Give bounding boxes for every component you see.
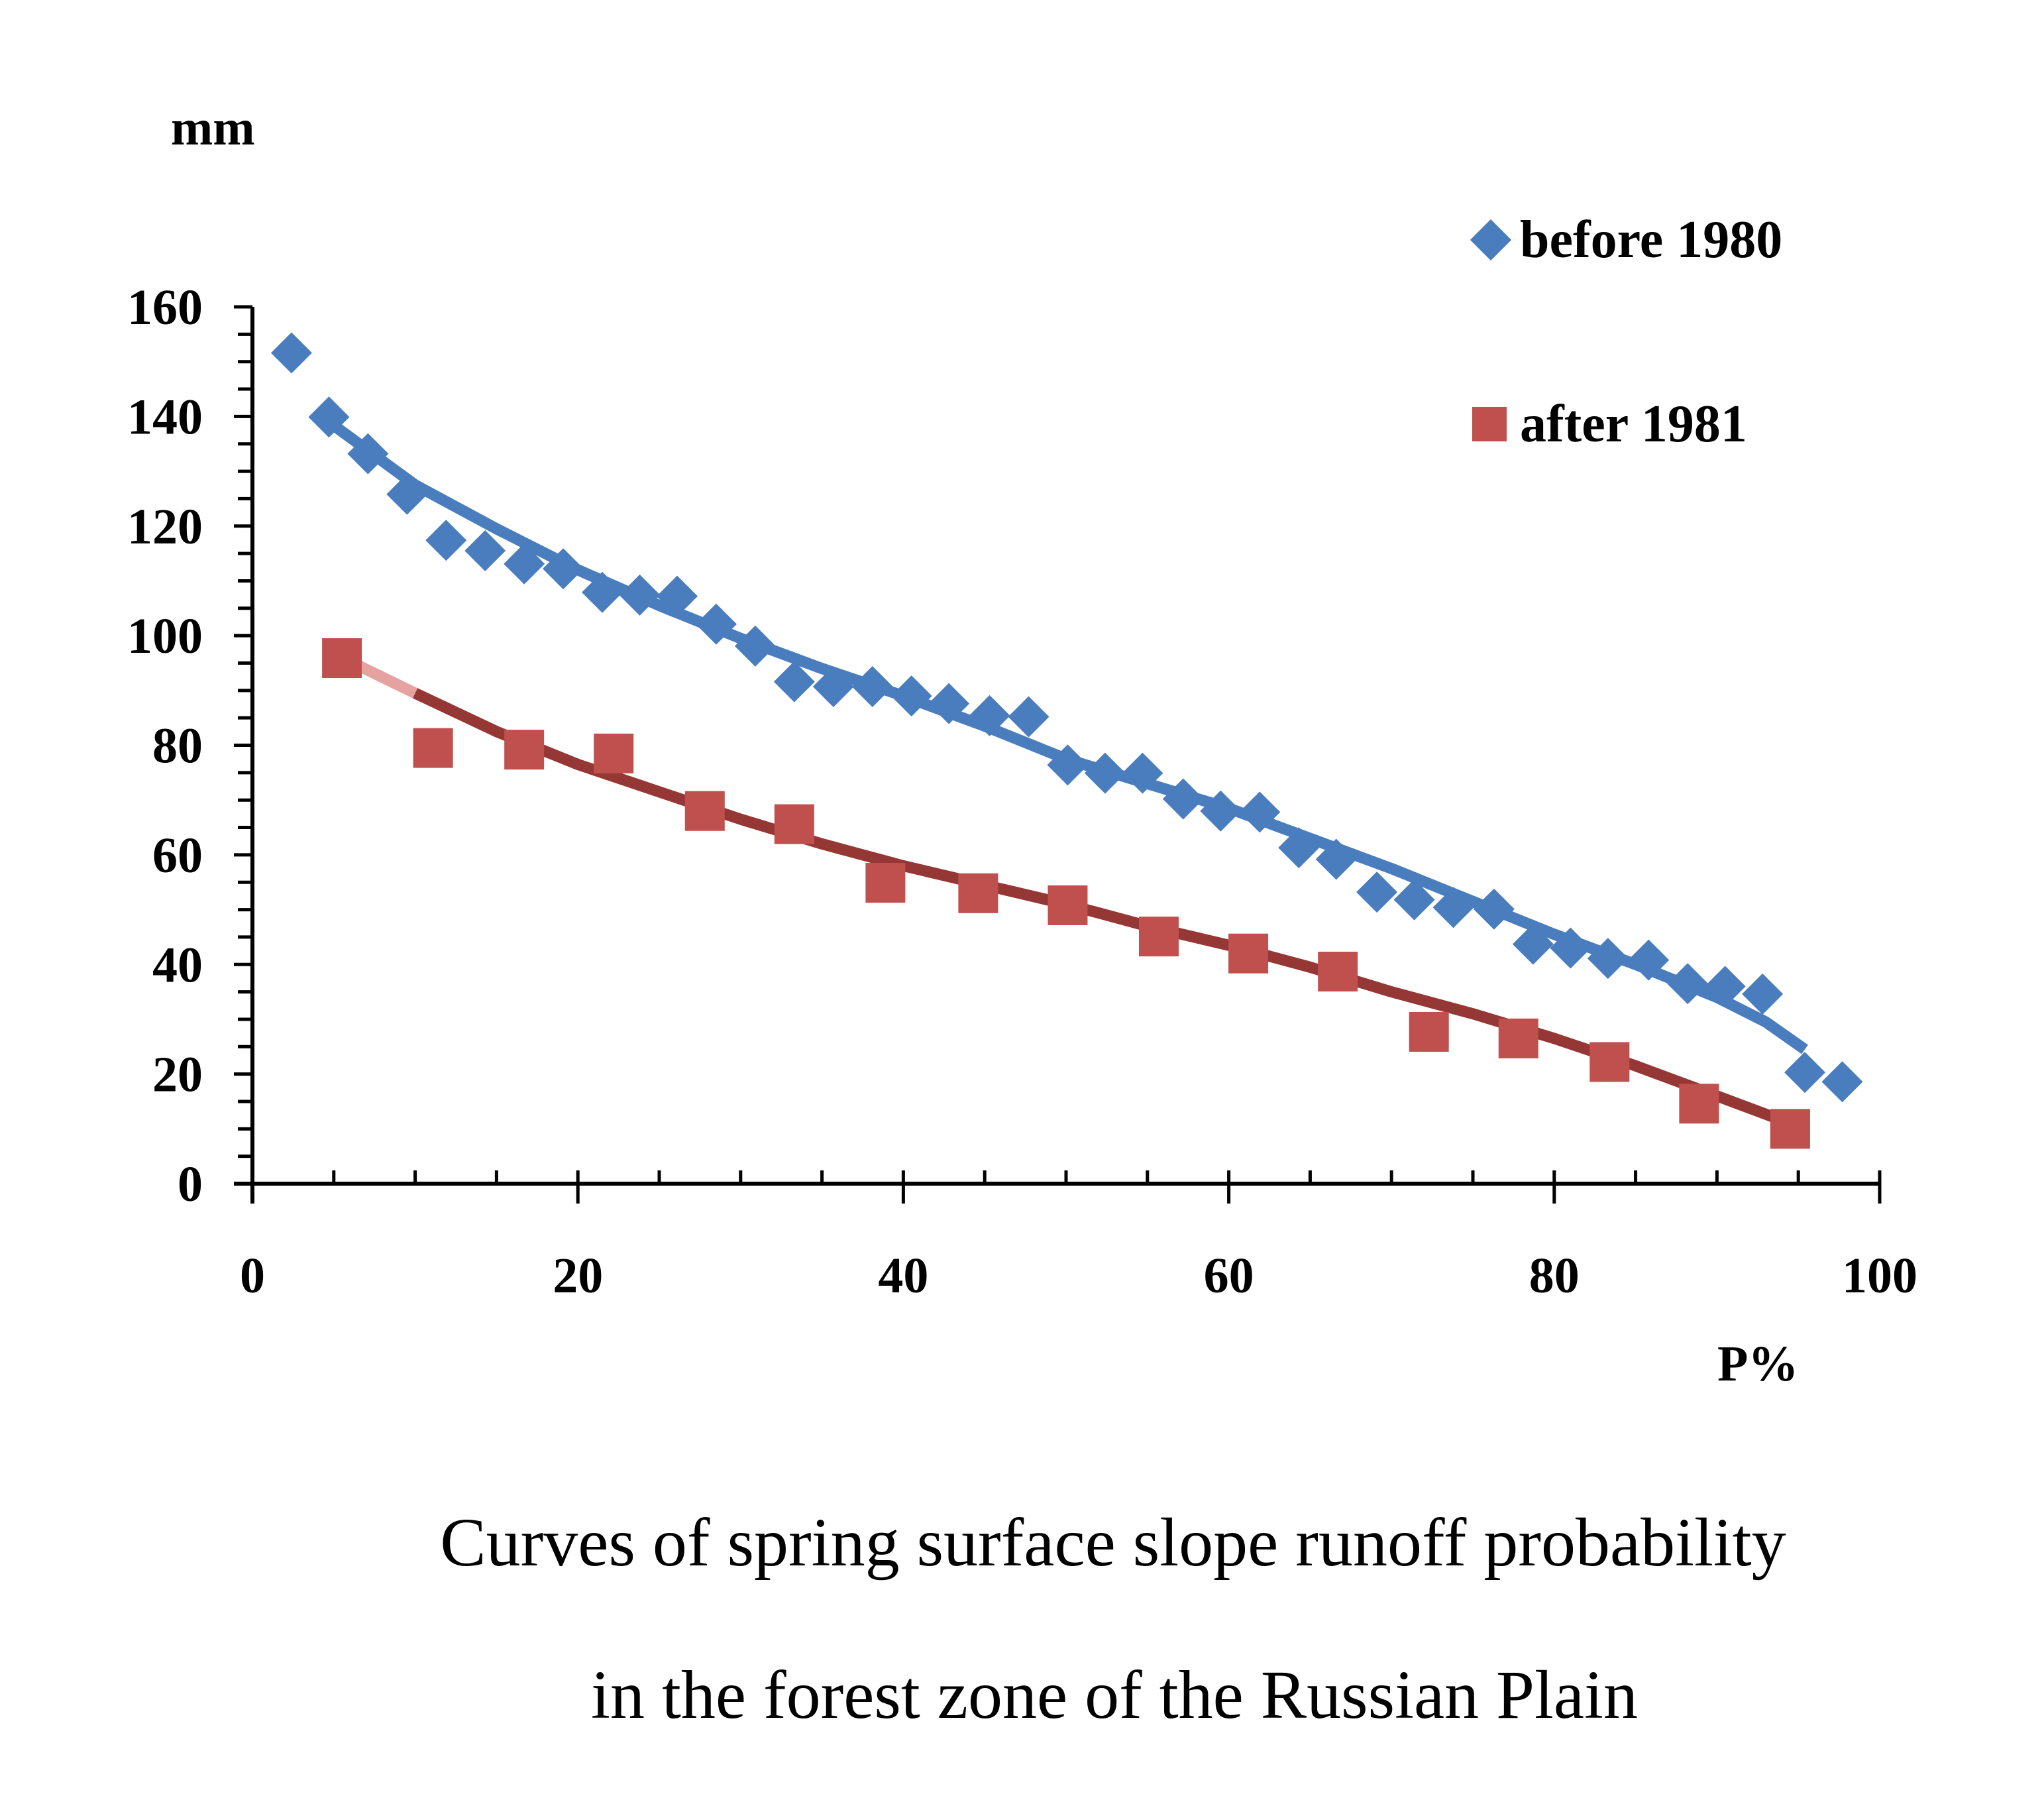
data-point-before-1980 [1667, 963, 1709, 1005]
data-point-before-1980 [695, 603, 737, 645]
y-tick-label: 60 [152, 828, 203, 883]
data-point-before-1980 [1704, 966, 1746, 1007]
data-point-before-1980 [464, 530, 506, 571]
y-tick-label: 140 [127, 389, 203, 445]
x-tick-label: 100 [1842, 1248, 1917, 1304]
data-point-after-1981 [1589, 1042, 1630, 1082]
y-tick-label: 0 [178, 1156, 203, 1212]
data-point-before-1980 [1200, 790, 1242, 832]
legend-item-before-1980: before 1980 [1470, 211, 1782, 269]
data-point-after-1981 [865, 863, 906, 903]
data-point-before-1980 [1315, 838, 1357, 880]
caption-line-2: in the forest zone of the Russian Plain [591, 1657, 1638, 1733]
y-tick-label: 120 [127, 499, 203, 555]
data-point-before-1980 [1008, 696, 1049, 738]
data-point-after-1981 [1770, 1109, 1810, 1149]
data-point-before-1980 [1122, 752, 1163, 794]
trend-line-after-1981 [412, 688, 1792, 1129]
data-point-before-1980 [969, 695, 1010, 736]
data-point-after-1981 [1048, 885, 1088, 925]
data-point-before-1980 [1821, 1061, 1863, 1103]
x-tick-label: 0 [240, 1248, 265, 1304]
x-tick-label: 20 [553, 1248, 603, 1304]
legend-label-before-1980: before 1980 [1520, 211, 1782, 269]
y-tick-label: 160 [127, 280, 203, 335]
data-point-after-1981 [594, 733, 634, 773]
data-point-before-1980 [270, 332, 312, 374]
data-point-after-1981 [504, 730, 545, 770]
data-point-before-1980 [1550, 927, 1591, 969]
data-point-before-1980 [347, 433, 389, 475]
legend: before 1980 after 1981 [1470, 211, 1782, 453]
legend-label-after-1981: after 1981 [1520, 395, 1747, 453]
data-point-before-1980 [1587, 938, 1629, 980]
data-point-after-1981 [774, 804, 814, 844]
data-point-before-1980 [1432, 887, 1474, 929]
data-point-before-1980 [1512, 923, 1554, 965]
data-point-after-1981 [322, 638, 362, 679]
data-point-after-1981 [1409, 1011, 1449, 1052]
data-point-before-1980 [1784, 1052, 1826, 1094]
data-point-before-1980 [773, 661, 815, 703]
data-point-after-1981 [684, 791, 725, 831]
y-tick-label: 20 [152, 1047, 203, 1103]
data-point-before-1980 [543, 548, 584, 590]
x-tick-label: 60 [1204, 1248, 1254, 1304]
data-point-after-1981 [1138, 917, 1179, 957]
data-point-before-1980 [1742, 973, 1784, 1015]
data-point-before-1980 [1278, 827, 1320, 869]
legend-square-icon [1472, 407, 1507, 441]
x-tick-label: 80 [1529, 1248, 1580, 1304]
data-point-before-1980 [851, 666, 893, 708]
data-point-after-1981 [1679, 1084, 1719, 1124]
x-tick-label: 40 [878, 1248, 928, 1304]
data-point-before-1980 [582, 571, 623, 613]
data-point-before-1980 [1628, 939, 1670, 981]
data-point-after-1981 [1318, 951, 1358, 991]
data-point-before-1980 [425, 520, 467, 561]
data-point-after-1981 [1498, 1018, 1538, 1058]
data-point-before-1980 [619, 574, 661, 616]
data-point-before-1980 [1047, 744, 1089, 786]
data-point-before-1980 [928, 683, 970, 724]
data-point-before-1980 [1473, 888, 1515, 930]
x-axis-title: P% [1717, 1336, 1798, 1392]
data-point-before-1980 [1084, 752, 1126, 794]
data-point-before-1980 [812, 666, 854, 708]
data-point-before-1980 [1239, 791, 1281, 833]
data-point-before-1980 [1393, 879, 1435, 921]
y-axis-title: mm [171, 100, 255, 156]
data-point-before-1980 [734, 625, 776, 667]
data-point-after-1981 [413, 728, 453, 768]
data-point-before-1980 [308, 396, 350, 438]
legend-item-after-1981: after 1981 [1472, 395, 1747, 453]
y-tick-label: 40 [152, 937, 203, 993]
y-tick-label: 100 [127, 608, 203, 664]
axes: 0 20 40 60 80 100 120 140 160 0 20 40 60 80 100 [127, 280, 1917, 1304]
legend-diamond-icon [1470, 219, 1512, 261]
data-point-before-1980 [1356, 872, 1398, 913]
data-point-before-1980 [657, 575, 698, 617]
data-point-before-1980 [504, 543, 545, 585]
data-points [270, 332, 1863, 1149]
data-point-before-1980 [1162, 778, 1204, 820]
data-point-before-1980 [890, 675, 932, 717]
data-point-after-1981 [1228, 933, 1269, 974]
data-point-after-1981 [958, 873, 998, 913]
data-point-before-1980 [386, 473, 428, 515]
caption-line-1: Curves of spring surface slope runoff pr… [440, 1504, 1786, 1581]
y-tick-label: 80 [152, 718, 203, 774]
